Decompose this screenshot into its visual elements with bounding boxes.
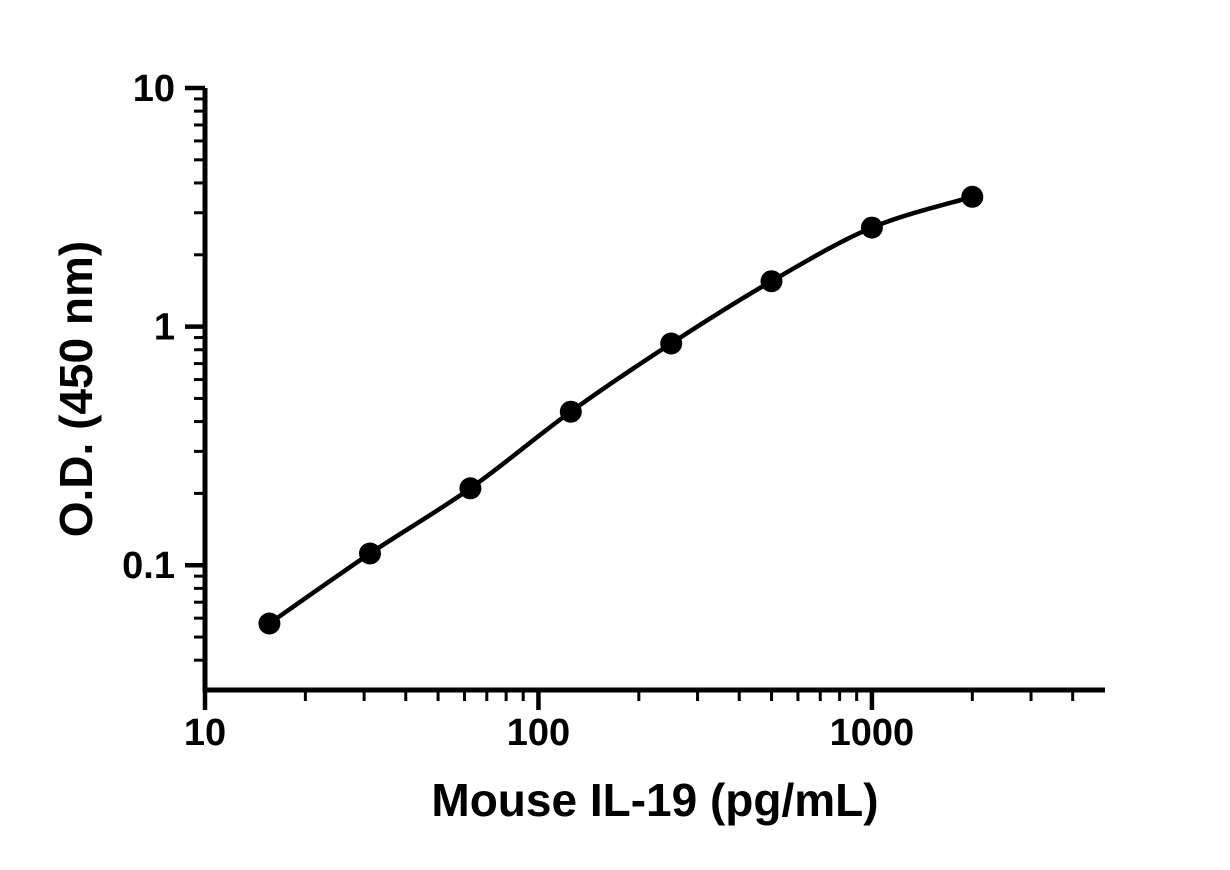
data-point-marker [559, 400, 582, 423]
data-point-marker [961, 185, 984, 208]
axis-lines [202, 88, 1105, 693]
data-point-marker [760, 270, 783, 293]
y-tick-label: 10 [133, 68, 175, 110]
x-tick-label: 100 [507, 712, 570, 754]
data-point-marker [860, 216, 883, 239]
data-point-marker [660, 332, 683, 355]
data-point-marker [459, 477, 482, 500]
data-point-marker [359, 542, 381, 565]
x-tick-label: 1000 [830, 712, 915, 754]
y-tick-label: 1 [154, 307, 175, 349]
x-axis-title: Mouse IL-19 (pg/mL) [431, 774, 879, 826]
x-tick-label: 10 [184, 712, 226, 754]
y-tick-label: 0.1 [122, 545, 175, 587]
data-point-marker [258, 612, 281, 635]
